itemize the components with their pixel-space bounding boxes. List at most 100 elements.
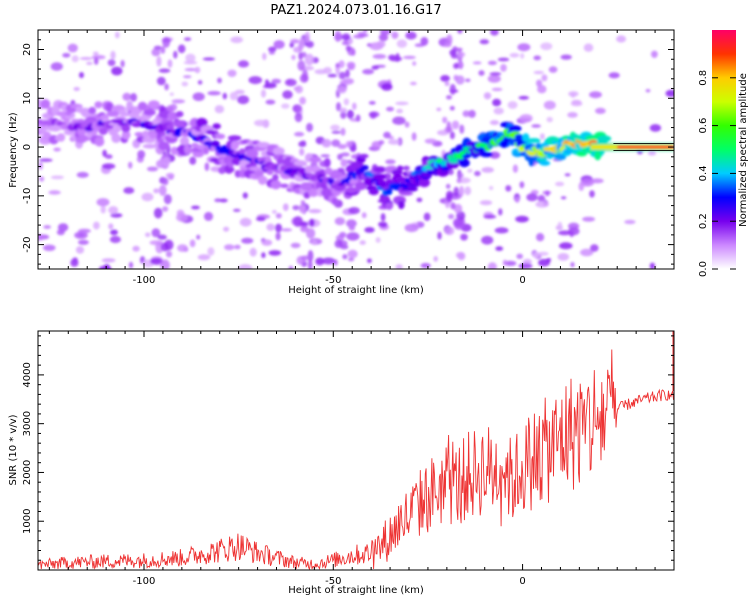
spectrogram-noise-blob — [474, 170, 481, 177]
spectrogram-noise-blob — [420, 262, 431, 269]
spectrogram-noise-blob — [224, 244, 235, 251]
spectrogram-noise-blob — [405, 31, 417, 40]
spectrogram-noise-blob — [297, 60, 306, 71]
spectrogram-noise-blob — [341, 33, 351, 41]
colorbar-ticks: 0.0 0.2 0.4 0.6 0.8 — [698, 70, 736, 277]
spectrogram-noise-blob — [298, 38, 305, 50]
spectrogram-ridge-halo — [359, 153, 369, 159]
spectrogram-noise-blob — [223, 226, 230, 232]
spectrogram-noise-blob — [111, 66, 123, 76]
spectrogram-noise-blob — [249, 247, 257, 257]
spectrogram-noise-blob — [161, 156, 171, 167]
spectrogram-ridge-halo — [212, 123, 221, 130]
spectrogram-noise-blob — [289, 42, 294, 48]
spectrogram-noise-blob — [448, 168, 454, 176]
spectrogram-noise-blob — [340, 127, 346, 136]
spectrogram-noise-blob — [335, 63, 340, 68]
spectrogram-ridge-halo — [528, 156, 535, 167]
spectrogram-noise-blob — [160, 46, 166, 54]
spectrogram-ridge-halo — [284, 156, 294, 167]
spectrogram-noise-blob — [519, 114, 533, 123]
spectrogram-noise-blob — [141, 192, 154, 202]
spectrogram-noise-blob — [649, 124, 662, 132]
spectrogram-ridge-halo — [121, 130, 131, 140]
spectrogram-noise-blob — [327, 73, 338, 78]
spectrogram-noise-blob — [580, 248, 594, 257]
spectrogram-y-tick-label: 10 — [22, 92, 33, 105]
spectrogram-noise-blob — [192, 92, 205, 101]
spectrogram-noise-blob — [460, 233, 468, 241]
spectrogram-noise-blob — [348, 207, 360, 215]
spectrogram-noise-blob — [92, 51, 99, 56]
spectrogram-noise-blob — [115, 31, 120, 39]
spectrogram-noise-blob — [38, 161, 43, 170]
spectrogram-ridge-halo — [536, 157, 547, 162]
spectrogram-noise-blob — [334, 239, 343, 248]
spectrogram-noise-blob — [386, 106, 394, 112]
spectrogram-noise-blob — [479, 39, 489, 45]
spectrogram-ridge-halo — [418, 178, 430, 188]
spectrogram-ridge-halo — [111, 133, 121, 143]
spectrogram-noise-blob — [137, 150, 146, 159]
spectrogram-noise-blob — [165, 172, 175, 178]
spectrogram-noise-blob — [159, 184, 167, 197]
spectrogram-noise-blob — [162, 36, 171, 48]
spectrogram-noise-blob — [53, 147, 61, 152]
spectrogram-ridge-halo — [158, 141, 170, 151]
colorbar-tick-label: 0.2 — [698, 213, 709, 229]
spectrogram-ridge-halo — [258, 175, 267, 185]
spectrogram-ridge-halo — [372, 173, 387, 180]
spectrogram-noise-blob — [288, 265, 294, 269]
spectrogram-noise-blob — [540, 42, 553, 51]
spectrogram-noise-blob — [189, 239, 196, 248]
spectrogram-noise-blob — [234, 89, 245, 95]
spectrogram-noise-blob — [299, 74, 309, 83]
spectrogram-noise-blob — [532, 251, 539, 259]
spectrogram-noise-blob — [93, 57, 99, 65]
spectrogram-noise-blob — [489, 120, 500, 126]
spectrogram-ridge-halo — [203, 146, 210, 155]
spectrogram-noise-blob — [546, 258, 552, 262]
spectrogram-ridge-halo — [245, 149, 259, 159]
spectrogram-noise-blob — [397, 137, 403, 146]
spectrogram-ridge-halo — [527, 138, 541, 143]
spectrogram-noise-blob — [343, 98, 350, 106]
snr-series-line — [38, 349, 674, 570]
spectrogram-noise-blob — [449, 105, 455, 111]
spectrogram-noise-blob — [275, 223, 282, 233]
spectrogram-noise-blob — [515, 196, 520, 203]
spectrogram-x-tick-label: 0 — [519, 275, 525, 286]
spectrogram-noise-blob — [472, 61, 482, 65]
spectrogram-y-tick-label: 20 — [22, 43, 33, 56]
spectrogram-noise-blob — [230, 36, 243, 44]
spectrogram-noise-blob — [560, 196, 567, 200]
spectrogram-noise-blob — [237, 95, 250, 105]
spectrogram-noise-blob — [298, 204, 306, 214]
spectrogram-noise-blob — [462, 110, 470, 117]
spectrogram-noise-blob — [156, 76, 166, 86]
spectrogram-noise-blob — [43, 225, 51, 229]
spectrogram-noise-blob — [214, 105, 225, 114]
spectrogram-noise-blob — [284, 78, 297, 87]
spectrogram-noise-blob — [292, 104, 303, 113]
spectrogram-noise-blob — [340, 152, 350, 157]
spectrogram-noise-blob — [364, 227, 375, 233]
spectrogram-noise-blob — [298, 141, 307, 148]
spectrogram-noise-blob — [536, 233, 545, 242]
spectrogram-noise-blob — [321, 257, 336, 265]
spectrogram-noise-blob — [375, 237, 381, 243]
spectrogram-noise-blob — [665, 89, 674, 97]
spectrogram-noise-blob — [335, 234, 345, 242]
spectrogram-noise-blob — [173, 50, 178, 59]
spectrogram-noise-blob — [583, 43, 594, 52]
spectrogram-noise-blob — [339, 107, 348, 113]
spectrogram-noise-blob — [50, 62, 63, 71]
spectrogram-noise-blob — [454, 203, 463, 214]
spectrogram-noise-blob — [150, 257, 163, 265]
spectrogram-noise-blob — [86, 61, 93, 65]
spectrogram-noise-blob — [191, 205, 200, 210]
spectrogram-noise-blob — [153, 188, 160, 194]
spectrogram-noise-blob — [522, 258, 532, 265]
spectrogram-ridge-halo — [396, 165, 404, 172]
spectrogram-noise-blob — [589, 190, 595, 198]
